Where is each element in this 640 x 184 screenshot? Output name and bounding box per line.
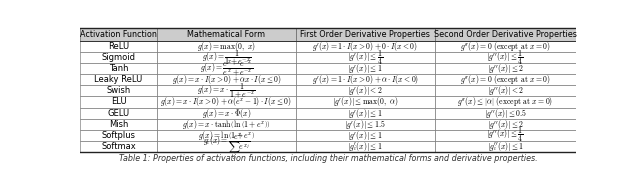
Bar [80, 74, 157, 85]
Text: $g(x) = x \cdot \tanh\left(\ln\left(1+e^{x}\right)\right)$: $g(x) = x \cdot \tanh\left(\ln\left(1+e^… [182, 118, 271, 131]
Text: $g_i(x) = \dfrac{e^{x_i}}{\sum_j e^{x_j}}$: $g_i(x) = \dfrac{e^{x_i}}{\sum_j e^{x_j}… [202, 132, 250, 161]
Text: $g(x) = x \cdot \dfrac{1}{1+e^{-x}}$: $g(x) = x \cdot \dfrac{1}{1+e^{-x}}$ [197, 82, 256, 100]
Bar [157, 29, 296, 41]
Bar [80, 52, 157, 63]
Text: ReLU: ReLU [108, 42, 129, 51]
Bar [296, 52, 435, 63]
Text: $\left|g^{\prime\prime}(x)\right| < 2$: $\left|g^{\prime\prime}(x)\right| < 2$ [486, 84, 524, 98]
Bar [435, 130, 576, 141]
Text: $g(x) = \ln\left(1+e^{x}\right)$: $g(x) = \ln\left(1+e^{x}\right)$ [198, 129, 255, 142]
Bar [296, 85, 435, 96]
Bar [435, 52, 576, 63]
Text: $g^{\prime\prime}(x) = 0\ (\mathrm{except\ at}\ x=0)$: $g^{\prime\prime}(x) = 0\ (\mathrm{excep… [460, 73, 550, 86]
Bar [80, 141, 157, 152]
Text: $g^{\prime}(x) = 1 \cdot I(x>0) + \alpha \cdot I(x<0)$: $g^{\prime}(x) = 1 \cdot I(x>0) + \alpha… [312, 73, 419, 86]
Bar [157, 85, 296, 96]
Bar [80, 85, 157, 96]
Text: $\left|g^{\prime\prime}(x)\right| \leq 2$: $\left|g^{\prime\prime}(x)\right| \leq 2… [486, 62, 524, 75]
Text: Second Order Derivative Properties: Second Order Derivative Properties [434, 30, 577, 39]
Text: $g^{\prime\prime}(x) \leq |\alpha|\ (\mathrm{except\ at}\ x=0)$: $g^{\prime\prime}(x) \leq |\alpha|\ (\ma… [457, 95, 554, 109]
Text: $\left|g^{\prime}(x)\right| \leq 1.5$: $\left|g^{\prime}(x)\right| \leq 1.5$ [344, 118, 386, 131]
Text: $g(x) = \mathrm{max}(0,\ x)$: $g(x) = \mathrm{max}(0,\ x)$ [197, 40, 256, 53]
Text: Table 1: Properties of activation functions, including their mathematical forms : Table 1: Properties of activation functi… [118, 154, 538, 163]
Text: Activation Function: Activation Function [80, 30, 157, 39]
Bar [296, 118, 435, 130]
Bar [157, 41, 296, 52]
Text: $g^{\prime\prime}(x) = 0\ (\mathrm{except\ at}\ x=0)$: $g^{\prime\prime}(x) = 0\ (\mathrm{excep… [460, 40, 550, 53]
Text: GELU: GELU [108, 109, 129, 118]
Text: $\left|g^{\prime}(x)\right| \leq \mathrm{max}(0,\ \alpha)$: $\left|g^{\prime}(x)\right| \leq \mathrm… [332, 95, 399, 109]
Text: Tanh: Tanh [109, 64, 128, 73]
Text: $g^{\prime}(x) = 1 \cdot I(x>0) + 0 \cdot I(x<0)$: $g^{\prime}(x) = 1 \cdot I(x>0) + 0 \cdo… [312, 40, 419, 53]
Text: $\left|g^{\prime}_i(x)\right| \leq 1$: $\left|g^{\prime}_i(x)\right| \leq 1$ [348, 140, 383, 153]
Bar [157, 63, 296, 74]
Bar [435, 74, 576, 85]
Text: $\left|g^{\prime\prime}(x)\right| \leq 0.5$: $\left|g^{\prime\prime}(x)\right| \leq 0… [484, 107, 527, 120]
Bar [80, 29, 157, 41]
Text: $\left|g^{\prime}(x)\right| < 2$: $\left|g^{\prime}(x)\right| < 2$ [348, 84, 383, 98]
Text: $\left|g^{\prime\prime}_i(x)\right| \leq 1$: $\left|g^{\prime\prime}_i(x)\right| \leq… [486, 140, 524, 153]
Bar [157, 118, 296, 130]
Bar [80, 96, 157, 107]
Bar [435, 118, 576, 130]
Bar [435, 96, 576, 107]
Text: $g(x) = x \cdot I(x>0) + \alpha x \cdot I(x\leq 0)$: $g(x) = x \cdot I(x>0) + \alpha x \cdot … [172, 73, 281, 86]
Bar [296, 63, 435, 74]
Bar [157, 130, 296, 141]
Bar [80, 41, 157, 52]
Bar [296, 96, 435, 107]
Bar [157, 74, 296, 85]
Bar [296, 41, 435, 52]
Text: Sigmoid: Sigmoid [101, 53, 136, 62]
Bar [80, 107, 157, 118]
Text: $g(x) = x \cdot I(x>0) + \alpha(e^{x}-1) \cdot I(x\leq 0)$: $g(x) = x \cdot I(x>0) + \alpha(e^{x}-1)… [161, 95, 292, 109]
Text: $\left|g^{\prime}(x)\right| \leq 1$: $\left|g^{\prime}(x)\right| \leq 1$ [348, 107, 383, 120]
Bar [80, 130, 157, 141]
Bar [435, 63, 576, 74]
Text: Mathematical Form: Mathematical Form [188, 30, 266, 39]
Bar [296, 130, 435, 141]
Bar [435, 107, 576, 118]
Bar [296, 141, 435, 152]
Bar [296, 74, 435, 85]
Bar [435, 85, 576, 96]
Bar [80, 118, 157, 130]
Bar [435, 41, 576, 52]
Text: First Order Derivative Properties: First Order Derivative Properties [300, 30, 430, 39]
Bar [157, 96, 296, 107]
Text: $g(x) = \dfrac{1}{1+e^{-x}}$: $g(x) = \dfrac{1}{1+e^{-x}}$ [202, 48, 251, 67]
Bar [296, 107, 435, 118]
Text: Swish: Swish [106, 86, 131, 95]
Text: Softmax: Softmax [101, 142, 136, 151]
Text: $\left|g^{\prime\prime}(x)\right| \leq \dfrac{1}{4}$: $\left|g^{\prime\prime}(x)\right| \leq \… [486, 126, 524, 144]
Bar [80, 63, 157, 74]
Text: $\left|g^{\prime\prime}(x)\right| \leq 2$: $\left|g^{\prime\prime}(x)\right| \leq 2… [486, 118, 524, 131]
Text: Leaky ReLU: Leaky ReLU [94, 75, 143, 84]
Text: $\left|g^{\prime\prime}(x)\right| \leq \dfrac{1}{4}$: $\left|g^{\prime\prime}(x)\right| \leq \… [486, 49, 524, 67]
Bar [157, 141, 296, 152]
Text: $\left|g^{\prime}(x)\right| \leq 1$: $\left|g^{\prime}(x)\right| \leq 1$ [348, 62, 383, 75]
Bar [435, 141, 576, 152]
Text: $\left|g^{\prime}(x)\right| \leq \dfrac{1}{4}$: $\left|g^{\prime}(x)\right| \leq \dfrac{… [347, 49, 383, 67]
Bar [157, 52, 296, 63]
Bar [435, 29, 576, 41]
Text: $g(x) = \dfrac{e^{x}-e^{-x}}{e^{x}+e^{-x}}$: $g(x) = \dfrac{e^{x}-e^{-x}}{e^{x}+e^{-x… [200, 59, 253, 78]
Bar [296, 29, 435, 41]
Text: Mish: Mish [109, 120, 128, 129]
Bar [157, 107, 296, 118]
Text: ELU: ELU [111, 98, 126, 107]
Text: $g(x) = x \cdot \Phi(x)$: $g(x) = x \cdot \Phi(x)$ [202, 107, 251, 120]
Text: Softplus: Softplus [101, 131, 136, 140]
Text: $\left|g^{\prime}(x)\right| \leq 1$: $\left|g^{\prime}(x)\right| \leq 1$ [348, 129, 383, 142]
